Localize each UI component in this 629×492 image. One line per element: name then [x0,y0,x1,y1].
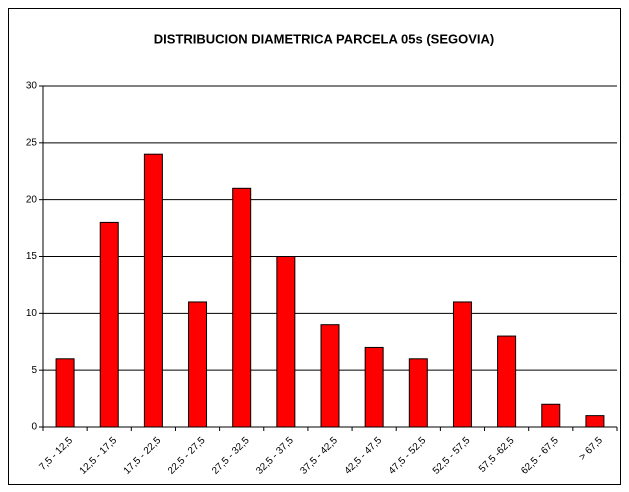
bar [452,301,472,428]
chart-title: DISTRIBUCION DIAMETRICA PARCELA 05s (SEG… [154,31,494,46]
bar [364,346,384,428]
bar [408,358,428,428]
bar [55,358,75,428]
bar [188,301,208,428]
bar [585,415,605,428]
bar [99,221,119,428]
y-tick-label: 25 [26,137,38,148]
y-tick-label: 30 [26,81,38,92]
y-tick-label: 20 [26,194,38,205]
bar [541,403,561,428]
y-tick-label: 10 [26,308,38,319]
bar [276,256,296,428]
y-tick-label: 5 [31,365,37,376]
y-tick-label: 0 [31,422,37,433]
bar [320,324,340,428]
bar [497,335,517,428]
bar [232,187,252,428]
bar [143,153,163,428]
y-tick-label: 15 [26,251,38,262]
